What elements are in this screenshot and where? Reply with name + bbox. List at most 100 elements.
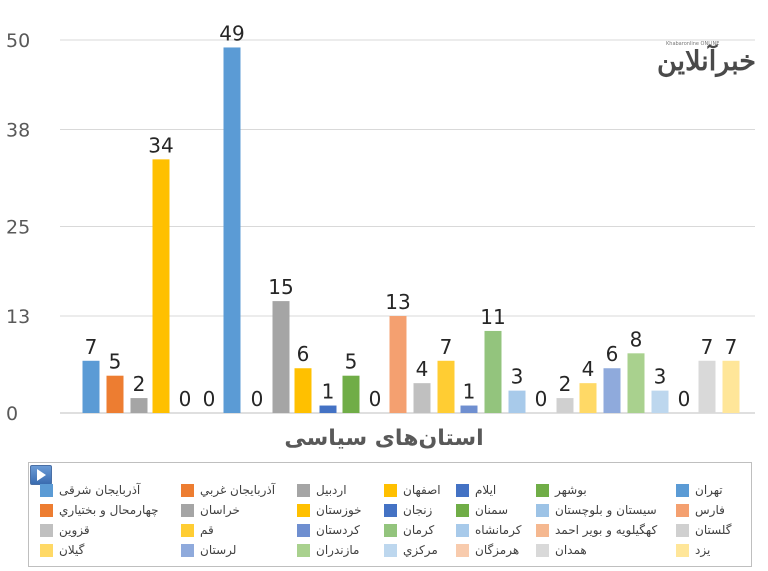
bar <box>130 398 148 413</box>
bar <box>319 405 337 413</box>
legend-item: مركزي <box>384 542 438 558</box>
legend-item: كهگيلويه و بوير احمد <box>536 522 657 538</box>
legend-swatch <box>676 523 689 537</box>
data-label: 8 <box>630 327 643 351</box>
bar <box>603 368 621 413</box>
legend-label: لرستان <box>200 543 237 557</box>
legend-swatch <box>40 483 53 497</box>
legend-item: خوزستان <box>297 502 362 518</box>
legend-label: كهگيلويه و بوير احمد <box>555 523 658 537</box>
legend-label: بوشهر <box>555 483 587 497</box>
bar <box>722 360 740 413</box>
legend-item: مازندران <box>297 542 359 558</box>
legend-item: سمنان <box>456 502 508 518</box>
legend-swatch <box>676 543 689 557</box>
data-label: 6 <box>606 342 619 366</box>
y-tick-label: 0 <box>6 403 18 425</box>
bar <box>294 368 312 413</box>
legend-label: زنجان <box>403 503 433 517</box>
legend-item: خراسان <box>181 502 240 518</box>
data-label: 4 <box>416 357 429 381</box>
data-label: 0 <box>179 387 192 411</box>
data-label: 7 <box>701 335 714 359</box>
legend-label: اصفهان <box>403 483 441 497</box>
legend-label: كرمان <box>403 523 435 537</box>
legend-label: اردبيل <box>316 483 347 497</box>
legend-label: گلستان <box>695 523 732 537</box>
legend-item: يزد <box>676 542 710 558</box>
legend-item: آذربایجان شرقی <box>40 482 140 498</box>
legend-item: گلستان <box>676 522 731 538</box>
data-label: 5 <box>109 350 122 374</box>
legend-label: قم <box>200 523 214 537</box>
legend-item: قزوين <box>40 522 90 538</box>
legend-label: گيلان <box>59 543 85 557</box>
legend-item: كرمانشاه <box>456 522 521 538</box>
legend-item: اردبيل <box>297 482 347 498</box>
legend-item: همدان <box>536 542 587 558</box>
legend-label: همدان <box>555 543 587 557</box>
legend-label: آذربایجان شرقی <box>59 483 141 497</box>
data-label: 3 <box>511 365 524 389</box>
data-label: 7 <box>725 335 738 359</box>
legend-item: تهران <box>676 482 723 498</box>
data-label: 15 <box>268 275 293 299</box>
legend-label: فارس <box>695 503 725 517</box>
legend-label: كردستان <box>316 523 360 537</box>
legend-label: چهارمحال و بختياري <box>59 503 159 517</box>
legend-swatch <box>384 483 397 497</box>
legend-swatch <box>456 543 469 557</box>
legend-item: گيلان <box>40 542 84 558</box>
bar <box>106 375 124 413</box>
bar <box>484 330 502 413</box>
data-label: 13 <box>385 290 410 314</box>
y-tick-label: 25 <box>6 217 30 239</box>
legend-label: قزوين <box>59 523 90 537</box>
data-label: 4 <box>582 357 595 381</box>
legend-swatch <box>297 483 310 497</box>
bar <box>651 390 669 413</box>
data-label: 3 <box>654 365 667 389</box>
legend-label: آذربایجان غربي <box>200 483 276 497</box>
x-axis-title: استان‌های سیاسی <box>284 426 484 451</box>
legend-label: ايلام <box>475 483 497 497</box>
legend-swatch <box>536 543 549 557</box>
legend-swatch <box>456 503 469 517</box>
bar <box>579 383 597 413</box>
legend-item: هرمزگان <box>456 542 519 558</box>
legend-swatch <box>40 523 53 537</box>
data-label: 5 <box>345 350 358 374</box>
legend-item: آذربایجان غربي <box>181 482 275 498</box>
data-label: 0 <box>203 387 216 411</box>
data-label: 34 <box>148 133 173 157</box>
legend-label: سمنان <box>475 503 509 517</box>
bar <box>556 398 574 413</box>
legend-swatch <box>456 483 469 497</box>
data-label: 1 <box>322 380 335 404</box>
legend-item: لرستان <box>181 542 236 558</box>
bar <box>698 360 716 413</box>
logo-tagline: Khabaronline ONLINE <box>666 41 720 47</box>
legend-swatch <box>384 543 397 557</box>
legend-item: سيستان و بلوچستان <box>536 502 657 518</box>
data-label: 49 <box>219 21 244 45</box>
legend-item: فارس <box>676 502 725 518</box>
bar <box>627 353 645 413</box>
bar <box>82 360 100 413</box>
legend-swatch <box>536 523 549 537</box>
data-label: 0 <box>369 387 382 411</box>
data-label: 2 <box>133 372 146 396</box>
bar <box>413 383 431 413</box>
legend-item: قم <box>181 522 214 538</box>
legend-swatch <box>456 523 469 537</box>
bar <box>460 405 478 413</box>
legend-swatch <box>676 483 689 497</box>
legend-swatch <box>40 543 53 557</box>
logo-wordmark: خبرآنلاین <box>657 46 757 77</box>
data-label: 11 <box>480 305 505 329</box>
legend-label: خوزستان <box>316 503 362 517</box>
data-label: 1 <box>463 380 476 404</box>
legend-label: تهران <box>695 483 723 497</box>
